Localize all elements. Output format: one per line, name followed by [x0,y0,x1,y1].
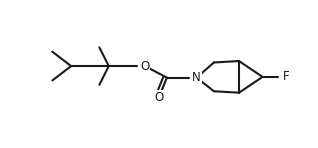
Text: N: N [192,71,201,84]
Text: O: O [140,60,149,73]
Text: O: O [154,91,164,103]
Text: F: F [283,70,289,83]
